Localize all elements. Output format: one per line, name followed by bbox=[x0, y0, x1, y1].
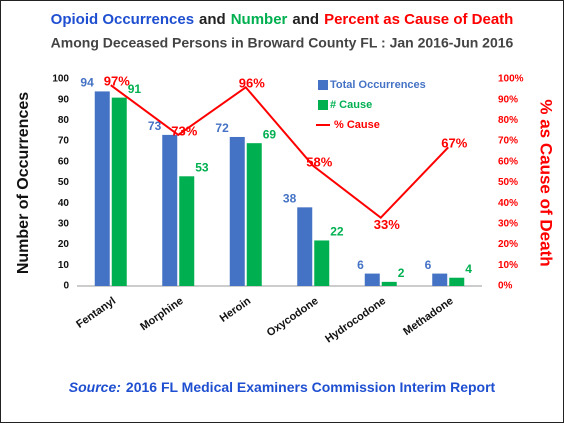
bar bbox=[364, 273, 380, 286]
bar bbox=[432, 273, 448, 286]
bar bbox=[297, 207, 313, 286]
y-tick-label: 90 bbox=[58, 94, 70, 105]
y2-axis-title: % as Cause of Death bbox=[537, 99, 556, 266]
title-part: Opioid Occurrences bbox=[51, 11, 194, 28]
line-value-label: 67% bbox=[441, 136, 467, 151]
chart-title: Opioid Occurrences and Number and Percent as… bbox=[51, 11, 514, 28]
bar bbox=[94, 91, 110, 286]
title-part: and bbox=[292, 11, 319, 28]
bar-value-label: 38 bbox=[283, 192, 297, 206]
bar bbox=[246, 143, 262, 286]
legend-label: Total Occurrences bbox=[330, 79, 426, 91]
title-part: and bbox=[199, 11, 226, 28]
y2-tick-label: 90% bbox=[498, 94, 518, 105]
y-tick-label: 80 bbox=[58, 115, 70, 126]
y2-tick-label: 10% bbox=[498, 260, 518, 271]
bar-value-label: 6 bbox=[357, 258, 364, 272]
bar bbox=[162, 134, 178, 286]
y-tick-label: 50 bbox=[58, 177, 70, 188]
legend-swatch bbox=[318, 80, 328, 90]
y-tick-label: 70 bbox=[58, 136, 70, 147]
source: Source: 2016 FL Medical Examiners Commiss… bbox=[69, 379, 496, 395]
source-label: Source: bbox=[69, 379, 121, 395]
bar bbox=[229, 136, 245, 286]
bar bbox=[381, 281, 397, 286]
y2-tick-label: 80% bbox=[498, 115, 518, 126]
y2-tick-label: 40% bbox=[498, 198, 518, 209]
y-tick-label: 20 bbox=[58, 239, 70, 250]
y2-tick-label: 0% bbox=[498, 281, 513, 292]
bar-value-label: 72 bbox=[215, 121, 229, 135]
y2-tick-label: 30% bbox=[498, 219, 518, 230]
bar bbox=[314, 240, 330, 286]
legend-label: # Cause bbox=[330, 99, 372, 111]
bar-value-label: 69 bbox=[263, 127, 277, 141]
bar-value-label: 4 bbox=[465, 262, 472, 276]
bar bbox=[179, 176, 195, 286]
y-tick-label: 10 bbox=[58, 260, 70, 271]
y2-tick-label: 20% bbox=[498, 239, 518, 250]
bar-value-label: 53 bbox=[195, 160, 209, 174]
chart-subtitle: Among Deceased Persons in Broward County… bbox=[51, 35, 514, 51]
bar-value-label: 94 bbox=[80, 76, 94, 90]
y2-tick-label: 100% bbox=[498, 74, 524, 85]
y-tick-label: 30 bbox=[58, 219, 70, 230]
y-axis-title: Number of Occurrences bbox=[15, 92, 32, 274]
y-tick-label: 40 bbox=[58, 198, 70, 209]
y2-tick-label: 50% bbox=[498, 177, 518, 188]
legend-label: % Cause bbox=[334, 119, 380, 131]
line-value-label: 97% bbox=[104, 74, 130, 89]
y-tick-label: 0 bbox=[63, 281, 69, 292]
bar-value-label: 22 bbox=[330, 225, 344, 239]
bar bbox=[449, 277, 465, 286]
line bbox=[110, 84, 449, 220]
source-text: 2016 FL Medical Examiners Commission Int… bbox=[126, 379, 496, 395]
bar bbox=[111, 97, 127, 286]
title-part: Number bbox=[231, 11, 288, 28]
y-tick-label: 60 bbox=[58, 156, 70, 167]
legend-swatch bbox=[318, 100, 328, 110]
bar-value-label: 6 bbox=[425, 258, 432, 272]
y2-tick-label: 60% bbox=[498, 156, 518, 167]
title-part: Percent as Cause of Death bbox=[324, 11, 513, 28]
line-value-label: 33% bbox=[374, 217, 400, 232]
bar-value-label: 91 bbox=[128, 82, 142, 96]
bar-value-label: 73 bbox=[148, 119, 162, 133]
bar-value-label: 2 bbox=[398, 266, 405, 280]
y2-tick-label: 70% bbox=[498, 136, 518, 147]
y-tick-label: 100 bbox=[52, 74, 69, 85]
